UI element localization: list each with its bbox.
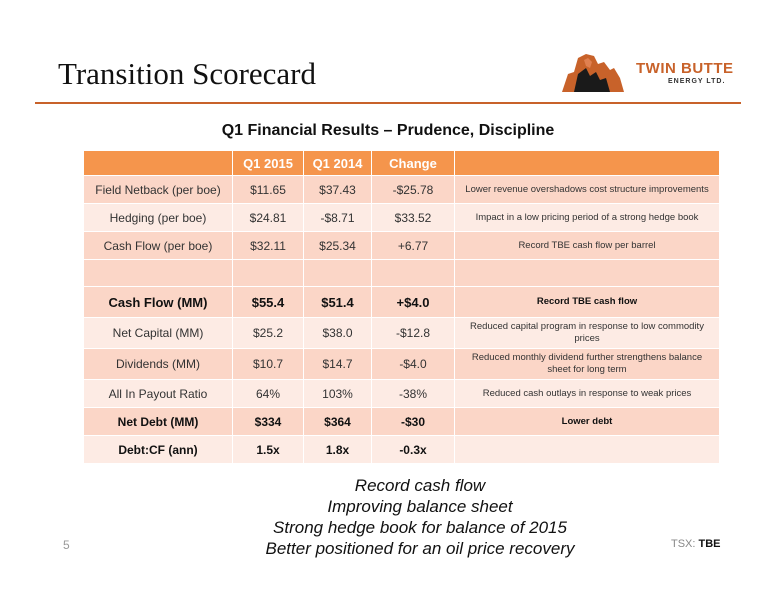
summary-text: Record cash flow Improving balance sheet… — [0, 475, 776, 559]
table-row: Net Debt (MM) $334 $364 -$30 Lower debt — [84, 408, 720, 436]
row-q1-2015: $24.81 — [233, 204, 304, 232]
row-label: Cash Flow (MM) — [84, 287, 233, 318]
row-change: -38% — [372, 380, 455, 408]
row-q1-2015: $10.7 — [233, 349, 304, 380]
row-label: Net Capital (MM) — [84, 318, 233, 349]
financial-results-table: Q1 2015 Q1 2014 Change Field Netback (pe… — [84, 151, 720, 464]
row-label — [84, 260, 233, 287]
row-label: Cash Flow (per boe) — [84, 232, 233, 260]
row-q1-2015: $11.65 — [233, 176, 304, 204]
row-q1-2014: $38.0 — [304, 318, 372, 349]
ticker-prefix: TSX: — [671, 538, 696, 550]
table-title: Q1 Financial Results – Prudence, Discipl… — [221, 122, 555, 139]
row-q1-2015 — [233, 260, 304, 287]
row-change: -$4.0 — [372, 349, 455, 380]
row-comment: Record TBE cash flow — [455, 287, 720, 318]
summary-line: Better positioned for an oil price recov… — [265, 539, 575, 558]
row-label: Debt:CF (ann) — [84, 436, 233, 464]
row-q1-2015: 64% — [233, 380, 304, 408]
row-q1-2014 — [304, 260, 372, 287]
table-row: All In Payout Ratio 64% 103% -38% Reduce… — [84, 380, 720, 408]
summary-line: Improving balance sheet — [327, 497, 513, 516]
header-label — [84, 151, 233, 176]
butte-logo-icon — [562, 54, 624, 92]
row-q1-2014: $51.4 — [304, 287, 372, 318]
row-q1-2014: 103% — [304, 380, 372, 408]
row-change: -0.3x — [372, 436, 455, 464]
slide-title: Transition Scorecard — [58, 56, 317, 91]
row-comment: Lower debt — [455, 408, 720, 436]
row-q1-2015: $334 — [233, 408, 304, 436]
table-row: Cash Flow (MM) $55.4 $51.4 +$4.0 Record … — [84, 287, 720, 318]
row-change: $33.52 — [372, 204, 455, 232]
row-label: Hedging (per boe) — [84, 204, 233, 232]
row-q1-2014: -$8.71 — [304, 204, 372, 232]
row-comment: Reduced monthly dividend further strengt… — [455, 349, 720, 380]
row-change: -$30 — [372, 408, 455, 436]
summary-line: Strong hedge book for balance of 2015 — [273, 518, 567, 537]
row-q1-2014: $364 — [304, 408, 372, 436]
header-comment — [455, 151, 720, 176]
row-comment — [455, 260, 720, 287]
table-row: Debt:CF (ann) 1.5x 1.8x -0.3x — [84, 436, 720, 464]
row-change: -$25.78 — [372, 176, 455, 204]
table-spacer-row — [84, 260, 720, 287]
company-logo: TWIN BUTTE ENERGY LTD. — [560, 50, 733, 94]
table-row: Net Capital (MM) $25.2 $38.0 -$12.8 Redu… — [84, 318, 720, 349]
header-q1-2014: Q1 2014 — [304, 151, 372, 176]
row-q1-2015: $32.11 — [233, 232, 304, 260]
summary-line: Record cash flow — [354, 476, 486, 495]
row-comment: Lower revenue overshadows cost structure… — [455, 176, 720, 204]
row-label: Dividends (MM) — [84, 349, 233, 380]
row-label: Net Debt (MM) — [84, 408, 233, 436]
table-row: Field Netback (per boe) $11.65 $37.43 -$… — [84, 176, 720, 204]
row-change — [372, 260, 455, 287]
row-comment: Impact in a low pricing period of a stro… — [455, 204, 720, 232]
table-row: Cash Flow (per boe) $32.11 $25.34 +6.77 … — [84, 232, 720, 260]
title-divider — [35, 102, 741, 104]
row-change: +$4.0 — [372, 287, 455, 318]
row-q1-2014: $14.7 — [304, 349, 372, 380]
row-q1-2015: $25.2 — [233, 318, 304, 349]
header-change: Change — [372, 151, 455, 176]
logo-subtitle: ENERGY LTD. — [668, 78, 726, 85]
page-number: 5 — [63, 538, 70, 552]
row-q1-2014: $37.43 — [304, 176, 372, 204]
row-comment — [455, 436, 720, 464]
ticker-label: TSX: TBE — [671, 538, 721, 550]
row-q1-2014: 1.8x — [304, 436, 372, 464]
header-q1-2015: Q1 2015 — [233, 151, 304, 176]
ticker-symbol: TBE — [698, 538, 721, 550]
row-comment: Reduced capital program in response to l… — [455, 318, 720, 349]
table-header-row: Q1 2015 Q1 2014 Change — [84, 151, 720, 176]
row-q1-2015: 1.5x — [233, 436, 304, 464]
row-label: All In Payout Ratio — [84, 380, 233, 408]
row-comment: Reduced cash outlays in response to weak… — [455, 380, 720, 408]
row-q1-2014: $25.34 — [304, 232, 372, 260]
row-comment: Record TBE cash flow per barrel — [455, 232, 720, 260]
row-change: +6.77 — [372, 232, 455, 260]
logo-name: TWIN BUTTE — [636, 60, 734, 77]
row-label: Field Netback (per boe) — [84, 176, 233, 204]
row-q1-2015: $55.4 — [233, 287, 304, 318]
table-row: Hedging (per boe) $24.81 -$8.71 $33.52 I… — [84, 204, 720, 232]
table-row: Dividends (MM) $10.7 $14.7 -$4.0 Reduced… — [84, 349, 720, 380]
row-change: -$12.8 — [372, 318, 455, 349]
